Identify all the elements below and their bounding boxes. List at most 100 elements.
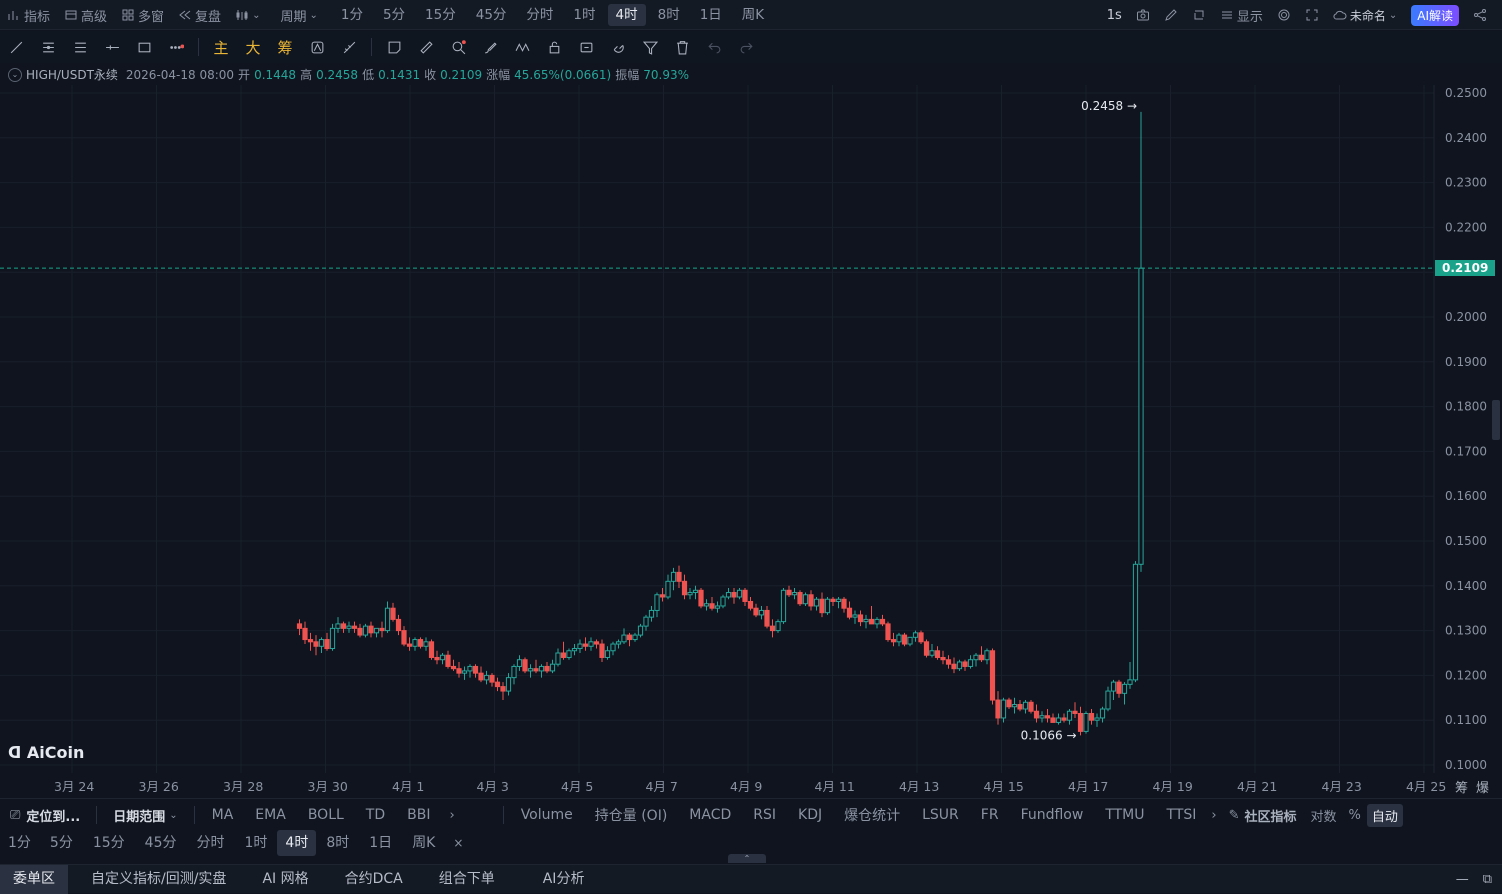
bottom-timeframe-1m[interactable]: 1分 [8, 835, 31, 851]
main-chart-toggle[interactable]: 主 [213, 38, 229, 57]
undo-button[interactable] [698, 31, 730, 63]
chip-distribution-toggle[interactable]: 筹 [277, 38, 293, 57]
symbol-name[interactable]: HIGH/USDT永续 [26, 68, 118, 82]
timeframe-1m[interactable]: 1分 [340, 7, 363, 23]
bottom-timeframe-45m[interactable]: 45分 [144, 835, 177, 851]
indicator-ema[interactable]: EMA [255, 807, 286, 823]
indicator-oi[interactable]: 持仓量 (OI) [594, 808, 668, 824]
settings-button[interactable] [1270, 0, 1298, 30]
right-edge-handle[interactable] [1492, 400, 1500, 440]
close-icon[interactable]: × [453, 836, 464, 850]
tab-ai-grid[interactable]: AI 网格 [262, 871, 309, 887]
bottom-timeframe-5m[interactable]: 5分 [49, 835, 73, 851]
parallel-lines-tool[interactable] [32, 31, 64, 63]
chevron-right-icon[interactable]: › [1211, 807, 1217, 823]
timeframe-intraday[interactable]: 分时 [526, 7, 554, 23]
log-scale-toggle[interactable]: 对数 [1310, 809, 1337, 825]
maximize-icon[interactable]: ⧉ [1482, 872, 1492, 887]
minimize-icon[interactable]: — [1455, 872, 1469, 887]
time-axis[interactable]: 3月 24 3月 26 3月 28 3月 30 4月 1 4月 3 4月 5 4月 7 4月 9… [0, 773, 1502, 795]
multi-window-button[interactable]: 多窗 [114, 0, 171, 30]
tab-custom-indicators[interactable]: 自定义指标/回测/实盘 [91, 871, 227, 887]
more-tools[interactable] [160, 31, 192, 63]
brush-tool[interactable] [474, 31, 506, 63]
indicator-fundflow[interactable]: Fundflow [1020, 807, 1084, 823]
large-order-toggle[interactable]: 大 [245, 38, 261, 57]
timeframe-8h[interactable]: 8时 [657, 7, 680, 23]
indicator-ma[interactable]: MA [211, 807, 234, 823]
indicator-ttsi[interactable]: TTSI [1166, 807, 1197, 823]
timeframe-5m[interactable]: 5分 [382, 7, 406, 23]
magnet-tool[interactable] [602, 31, 634, 63]
percent-scale-toggle[interactable]: % [1348, 807, 1361, 823]
zoom-tool[interactable] [442, 31, 474, 63]
ai-interpret-button[interactable]: AI解读 [1404, 0, 1466, 30]
candle-type-button[interactable]: ⌄ [228, 0, 267, 30]
display-button[interactable]: 显示 [1213, 0, 1270, 30]
tab-ai-analysis[interactable]: AI分析 [542, 871, 585, 887]
horizontal-ray-tool[interactable] [96, 31, 128, 63]
replay-button[interactable]: 复盘 [171, 0, 228, 30]
tab-combo-order[interactable]: 组合下单 [438, 871, 495, 887]
indicator-rsi[interactable]: RSI [753, 807, 777, 823]
ruler-tool[interactable] [410, 31, 442, 63]
indicator-bbi[interactable]: BBI [407, 807, 431, 823]
edit-button[interactable] [1157, 0, 1185, 30]
price-axis[interactable]: 0.25000.24000.23000.22000.21000.20000.19… [1433, 85, 1502, 773]
delete-tool[interactable] [666, 31, 698, 63]
indicator-boll[interactable]: BOLL [307, 807, 344, 823]
indicator-macd[interactable]: MACD [689, 807, 732, 823]
indicator-button[interactable]: 指标 [0, 0, 57, 30]
sync-button[interactable] [1185, 0, 1213, 30]
tab-orders[interactable]: 委单区 [0, 865, 68, 894]
rectangle-tool[interactable] [128, 31, 160, 63]
liquidation-toggle[interactable]: 爆 [1476, 781, 1490, 796]
indicator-lsur[interactable]: LSUR [922, 807, 959, 823]
filter-tool[interactable] [634, 31, 666, 63]
bottom-timeframe-1d[interactable]: 1日 [369, 835, 393, 851]
chevron-right-icon[interactable]: › [449, 807, 455, 823]
horizontal-lines-tool[interactable] [64, 31, 96, 63]
auto-scale-toggle[interactable]: 自动 [1366, 803, 1403, 827]
bottom-timeframe-1w[interactable]: 周K [412, 835, 436, 851]
pattern-tool[interactable] [506, 31, 538, 63]
indicator-td[interactable]: TD [365, 807, 386, 823]
collapse-icon[interactable]: ⌄ [8, 67, 22, 82]
chip-toggle[interactable]: 筹 [1455, 781, 1469, 796]
lock-tool[interactable] [538, 31, 570, 63]
indicator-ttmu[interactable]: TTMU [1105, 807, 1145, 823]
interval-1s[interactable]: 1s [1106, 7, 1122, 23]
bottom-timeframe-1h[interactable]: 1时 [244, 835, 268, 851]
alert-tool[interactable] [570, 31, 602, 63]
advanced-button[interactable]: 高级 [57, 0, 114, 30]
share-button[interactable] [1466, 0, 1494, 30]
timeframe-4h[interactable]: 4时 [607, 4, 646, 26]
bottom-timeframe-8h[interactable]: 8时 [326, 835, 350, 851]
screenshot-button[interactable] [1129, 0, 1157, 30]
timeframe-1d[interactable]: 1日 [699, 7, 722, 23]
redo-button[interactable] [730, 31, 762, 63]
text-note-tool[interactable] [378, 31, 410, 63]
community-indicators-button[interactable]: ✎ 社区指标 [1228, 807, 1297, 825]
locate-button[interactable]: ⎚ 定位到... [10, 807, 81, 825]
indicator-fr[interactable]: FR [980, 807, 999, 823]
timeframe-1w[interactable]: 周K [741, 7, 765, 23]
bottom-timeframe-4h[interactable]: 4时 [277, 830, 317, 856]
period-dropdown[interactable]: 周期 ⌄ [280, 9, 318, 25]
date-range-dropdown[interactable]: 日期范围 ⌄ [113, 809, 178, 825]
timeframe-45m[interactable]: 45分 [475, 7, 507, 23]
trendline-tool[interactable] [0, 31, 32, 63]
timeframe-1h[interactable]: 1时 [573, 7, 596, 23]
candlestick-chart[interactable]: 0.25000.24000.23000.22000.21000.20000.19… [0, 85, 1502, 773]
bottom-timeframe-intraday[interactable]: 分时 [196, 835, 225, 851]
tab-contract-dca[interactable]: 合约DCA [344, 871, 403, 887]
layout-dropdown[interactable]: 未命名 ⌄ [1326, 0, 1404, 30]
panel-collapse-handle[interactable]: ⌃ [728, 854, 766, 863]
auto-pattern-tool[interactable] [301, 31, 333, 63]
bottom-timeframe-15m[interactable]: 15分 [92, 835, 125, 851]
timeframe-15m[interactable]: 15分 [425, 7, 456, 23]
indicator-kdj[interactable]: KDJ [798, 807, 823, 823]
indicator-liquidation[interactable]: 爆仓统计 [844, 808, 901, 824]
measure-tool[interactable] [333, 31, 365, 63]
fullscreen-button[interactable] [1298, 0, 1326, 30]
